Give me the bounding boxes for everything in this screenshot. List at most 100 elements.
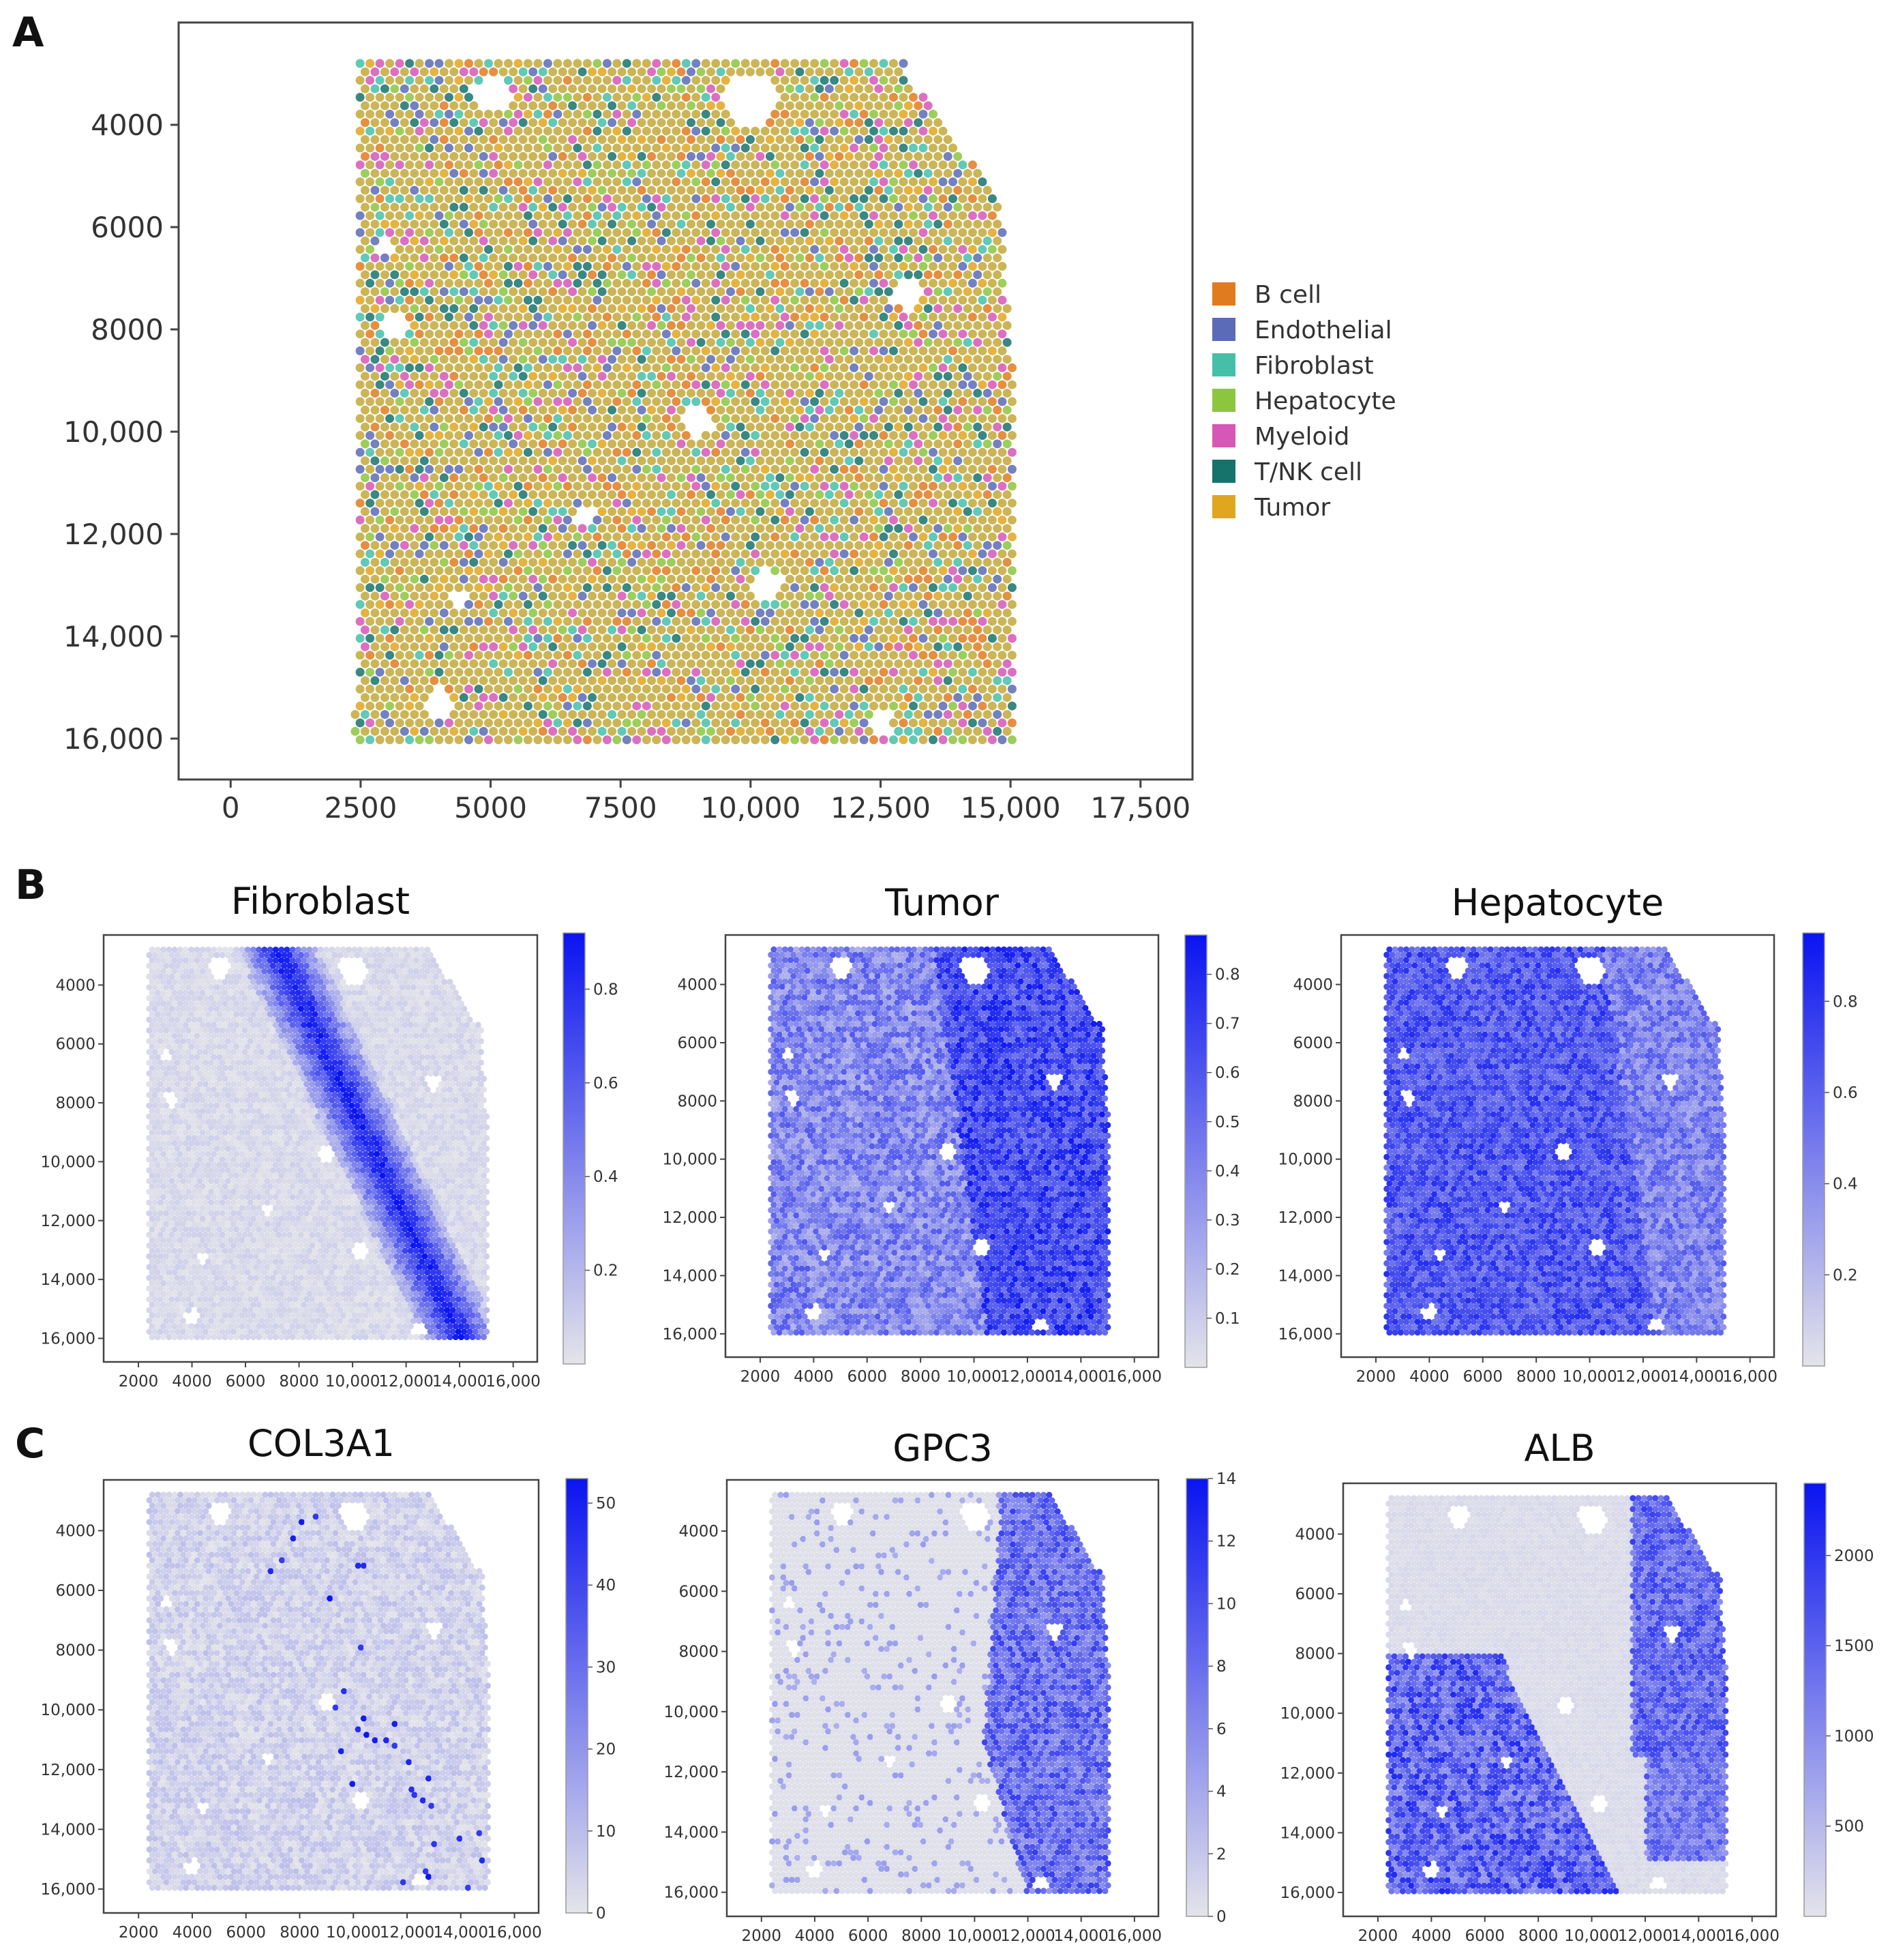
spot — [721, 76, 730, 85]
spot — [430, 68, 438, 76]
spot — [598, 118, 607, 127]
spot — [539, 118, 548, 127]
spot — [953, 152, 962, 161]
spot — [519, 152, 528, 161]
spot — [563, 127, 572, 136]
spot — [449, 220, 458, 228]
spot — [361, 152, 370, 161]
spot — [499, 152, 508, 161]
spot — [963, 203, 972, 211]
spot — [514, 110, 523, 119]
spot — [390, 203, 399, 211]
spot — [706, 237, 715, 246]
spot — [469, 220, 478, 228]
spot — [509, 169, 518, 178]
spot — [687, 118, 695, 127]
spot — [642, 127, 651, 136]
spot — [380, 186, 389, 195]
spot — [528, 135, 537, 144]
spot — [810, 127, 819, 136]
spot — [785, 220, 794, 228]
spot — [356, 76, 365, 85]
spot — [568, 169, 577, 178]
spot — [588, 85, 597, 93]
spot — [618, 85, 627, 93]
spot — [464, 160, 473, 169]
spot — [361, 203, 370, 211]
spot — [627, 237, 636, 246]
spot — [638, 203, 646, 211]
spot — [726, 203, 735, 211]
spot — [543, 59, 552, 68]
spot — [993, 220, 1002, 228]
spot — [741, 127, 750, 136]
spot — [721, 177, 730, 186]
spot — [464, 127, 473, 136]
spot — [642, 194, 651, 203]
spot — [755, 169, 764, 178]
spot — [662, 127, 671, 136]
spot — [592, 177, 601, 186]
spot — [425, 93, 434, 102]
spot — [509, 203, 518, 211]
spot — [914, 186, 922, 195]
spot — [365, 127, 374, 136]
spot — [563, 228, 572, 237]
spot — [356, 144, 365, 153]
spot — [539, 237, 548, 246]
spot — [588, 203, 597, 211]
spot — [410, 237, 419, 246]
spot — [775, 186, 784, 195]
spot — [395, 160, 404, 169]
spot — [475, 110, 483, 119]
spot — [509, 102, 518, 110]
spot — [539, 152, 548, 161]
spot — [420, 169, 429, 178]
spot — [717, 85, 725, 93]
spot — [785, 85, 794, 93]
spot — [840, 160, 849, 169]
spot — [603, 127, 612, 136]
spot — [425, 211, 434, 220]
spot — [746, 186, 755, 195]
spot — [514, 76, 523, 85]
spot — [475, 177, 483, 186]
spot — [608, 237, 616, 246]
spot — [618, 169, 627, 178]
spot — [741, 144, 750, 153]
spot — [815, 169, 824, 178]
spot — [365, 211, 374, 220]
spot — [944, 169, 952, 178]
spot — [973, 186, 982, 195]
spot — [573, 127, 582, 136]
spot — [479, 152, 488, 161]
spot — [687, 102, 695, 110]
spot — [736, 203, 745, 211]
spot — [860, 211, 869, 220]
spot — [677, 102, 686, 110]
spot — [820, 194, 829, 203]
spot — [667, 68, 676, 76]
spot — [795, 152, 804, 161]
spot — [370, 102, 379, 110]
spot — [717, 152, 725, 161]
spot — [647, 220, 656, 228]
spot — [815, 203, 824, 211]
spot — [948, 177, 957, 186]
spot — [815, 220, 824, 228]
spot — [568, 203, 577, 211]
spot — [528, 118, 537, 127]
spot — [919, 228, 928, 237]
spot — [361, 237, 370, 246]
spot — [933, 203, 942, 211]
spot — [484, 127, 493, 136]
spot — [578, 169, 587, 178]
spot — [909, 93, 918, 102]
spot — [405, 110, 414, 119]
spot — [711, 194, 720, 203]
figure: ABC 0 2500 5000 7500 10,000 12,500 15,000 17,50… — [0, 0, 1890, 1960]
spot — [874, 85, 883, 93]
spot — [638, 68, 646, 76]
spot — [405, 127, 414, 136]
spot — [608, 152, 616, 161]
